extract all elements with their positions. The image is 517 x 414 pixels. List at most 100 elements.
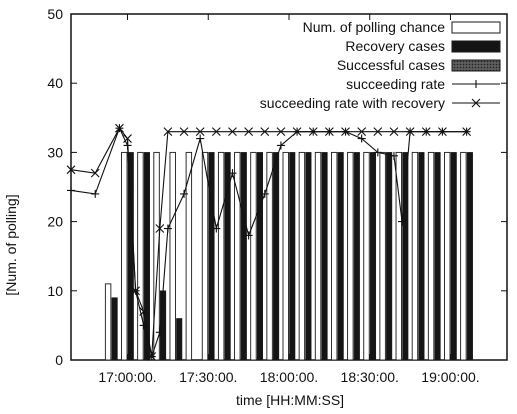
- bar-recovery: [111, 297, 118, 361]
- marker-cross: [260, 127, 270, 137]
- marker-cross: [438, 127, 447, 137]
- y-tick-label: 40: [47, 75, 63, 91]
- bar-recovery: [321, 152, 328, 361]
- y-tick-label: 50: [47, 6, 63, 22]
- bar-recovery: [466, 152, 473, 361]
- bar-recovery: [353, 152, 360, 361]
- marker-plus: [276, 141, 285, 150]
- marker-cross: [155, 224, 165, 233]
- bar-polling-chance: [250, 151, 257, 361]
- x-tick-label: 18:00:00.: [260, 369, 318, 385]
- bar-polling-chance: [104, 283, 112, 361]
- x-tick-label: 17:00:00.: [98, 369, 156, 385]
- bar-recovery: [434, 152, 441, 361]
- legend-swatch-successful: [451, 59, 501, 72]
- bar-recovery: [176, 318, 183, 361]
- marker-cross: [389, 127, 399, 137]
- bar-recovery: [224, 152, 231, 361]
- marker-plus: [373, 148, 382, 157]
- bar-polling-chance: [330, 151, 338, 361]
- marker-plus: [389, 151, 398, 160]
- marker-cross: [292, 127, 302, 137]
- x-tick-label: 17:30:00.: [179, 369, 237, 385]
- x-tick-label: 18:30:00.: [341, 369, 399, 385]
- legend-label: succeeding rate with recovery: [260, 95, 445, 111]
- marker-cross: [90, 168, 100, 178]
- y-tick-label: 30: [47, 144, 63, 160]
- y-tick-label: 10: [47, 283, 63, 299]
- bar-recovery: [208, 152, 215, 361]
- bar-polling-chance: [266, 151, 273, 361]
- bar-polling-chance: [444, 151, 451, 361]
- marker-plus: [196, 134, 205, 143]
- legend-marker-plus: [472, 80, 480, 88]
- bar-polling-chance: [395, 151, 402, 361]
- bar-recovery: [369, 152, 377, 361]
- bar-recovery: [143, 152, 150, 361]
- legend-label: succeeding rate: [346, 76, 445, 92]
- bar-polling-chance: [460, 151, 467, 361]
- marker-plus: [398, 217, 407, 226]
- marker-cross: [341, 127, 350, 137]
- marker-plus: [228, 169, 237, 178]
- legend-swatch-recovery: [451, 40, 501, 53]
- marker-cross: [373, 127, 383, 137]
- marker-cross: [123, 134, 132, 143]
- bar-polling-chance: [298, 151, 306, 361]
- bar-polling-chance: [411, 151, 419, 361]
- y-axis: 0 10 20 30 40 50: [47, 6, 507, 368]
- legend-swatch-polling-chance: [451, 21, 501, 34]
- marker-cross: [324, 127, 334, 137]
- y-axis-title: [Num. of polling]: [3, 194, 19, 295]
- bars-layer: [104, 151, 473, 361]
- bar-polling-chance: [137, 151, 144, 361]
- marker-cross: [115, 123, 124, 133]
- marker-cross: [276, 127, 286, 137]
- marker-cross: [147, 352, 157, 361]
- marker-cross: [421, 127, 431, 137]
- marker-cross: [131, 286, 140, 296]
- marker-plus: [91, 189, 100, 198]
- bar-polling-chance: [217, 151, 225, 361]
- bar-polling-chance: [379, 151, 386, 361]
- marker-cross: [163, 127, 173, 137]
- bar-recovery: [127, 152, 134, 361]
- y-tick-label: 20: [47, 214, 63, 230]
- marker-cross: [211, 127, 221, 137]
- bar-polling-chance: [427, 151, 435, 361]
- marker-cross: [462, 127, 472, 137]
- marker-plus: [260, 189, 269, 198]
- bar-recovery: [418, 152, 425, 361]
- marker-plus: [357, 134, 366, 143]
- marker-cross: [244, 127, 254, 137]
- bar-polling-chance: [169, 151, 176, 361]
- marker-cross: [195, 127, 205, 137]
- legend-label: Successful cases: [337, 57, 445, 73]
- marker-cross: [66, 165, 76, 175]
- bar-polling-chance: [153, 151, 160, 361]
- legend: Num. of polling chance Recovery cases Succ…: [260, 19, 501, 111]
- marker-plus: [212, 224, 221, 233]
- x-axis: 17:00:00. 17:30:00. 18:00:00. 18:30:00. 19:0…: [98, 14, 480, 385]
- bar-polling-chance: [363, 151, 370, 361]
- marker-plus: [67, 186, 75, 195]
- bar-recovery: [386, 152, 393, 361]
- marker-cross: [357, 127, 367, 137]
- marker-plus: [180, 189, 189, 198]
- bar-polling-chance: [314, 151, 322, 361]
- y-tick-label: 0: [55, 352, 63, 368]
- marker-plus: [163, 224, 172, 233]
- bar-polling-chance: [185, 151, 193, 361]
- bar-recovery: [450, 152, 457, 361]
- x-tick-label: 19:00:00.: [421, 369, 479, 385]
- bar-recovery: [402, 152, 409, 361]
- bar-recovery: [273, 152, 280, 361]
- lines-layer: [66, 123, 472, 361]
- bar-recovery: [240, 152, 247, 361]
- bar-polling-chance: [121, 151, 128, 361]
- legend-label: Recovery cases: [345, 38, 445, 54]
- bar-polling-chance: [201, 151, 209, 361]
- bar-recovery: [289, 152, 296, 361]
- bar-polling-chance: [347, 151, 354, 361]
